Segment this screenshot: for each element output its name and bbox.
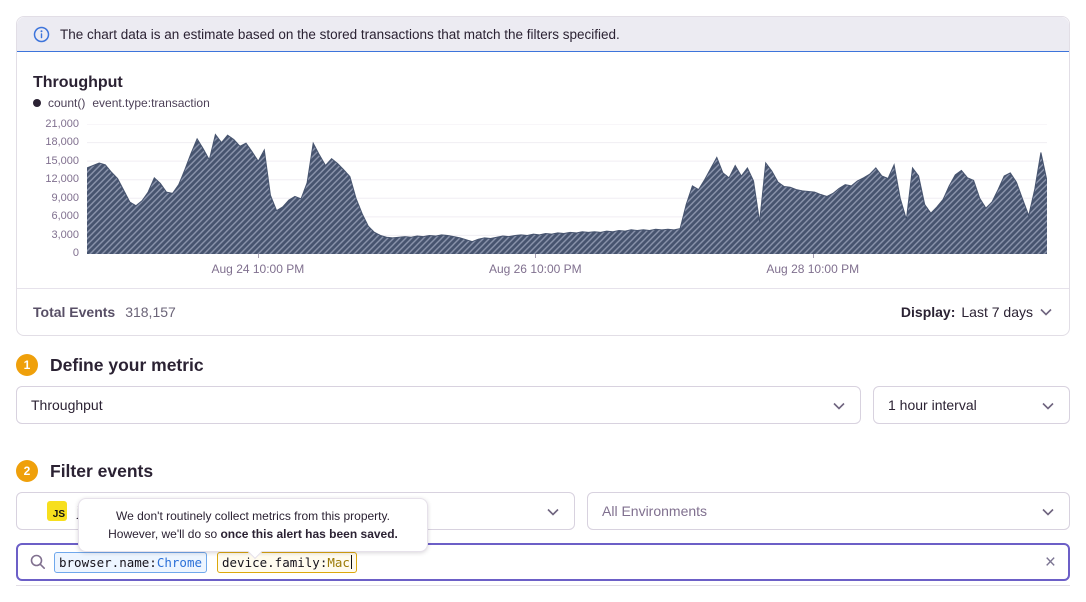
next-panel-edge [16, 585, 1070, 587]
x-tick-label: Aug 24 10:00 PM [211, 262, 305, 276]
tooltip-line-2: However, we'll do so [108, 527, 221, 541]
token-key: browser.name: [59, 554, 157, 570]
chevron-down-icon [1040, 308, 1052, 316]
chart-x-axis: Aug 24 10:00 PM Aug 26 10:00 PM Aug 28 10:… [87, 254, 1047, 282]
tooltip-line-1: We don't routinely collect metrics from … [116, 509, 390, 523]
total-events-label: Total Events [33, 304, 116, 320]
chevron-down-icon [1042, 402, 1054, 410]
filter-events-header: 2 Filter events [16, 460, 1070, 482]
legend-aggregate: count() [48, 96, 86, 110]
text-cursor [350, 555, 352, 569]
legend-query: event.type:transaction [92, 96, 210, 110]
metric-select-value: Throughput [31, 397, 103, 413]
clear-search-icon[interactable]: × [1044, 551, 1056, 573]
x-tick-mark [812, 254, 814, 258]
chart-footer: Total Events 318,157 Display: Last 7 day… [17, 288, 1069, 335]
y-tick-label: 15,000 [45, 154, 79, 167]
metric-row: Throughput 1 hour interval [16, 386, 1070, 424]
chart-area: 0 3,000 6,000 9,000 12,000 15,000 18,000 21,000 [33, 118, 1053, 282]
chart-title: Throughput [33, 74, 123, 91]
display-value: Last 7 days [961, 304, 1033, 320]
info-icon [33, 26, 50, 42]
token-value: Chrome [156, 554, 202, 570]
environment-select-value: All Environments [602, 503, 708, 519]
chart-section: Throughput count() event.type:transactio… [17, 52, 1069, 288]
define-metric-title: Define your metric [50, 354, 204, 375]
tooltip-line-2-bold: once this alert has been saved. [220, 527, 398, 541]
y-tick-label: 0 [72, 247, 79, 259]
metrics-property-tooltip: We don't routinely collect metrics from … [78, 498, 428, 560]
metric-select[interactable]: Throughput [16, 386, 861, 424]
display-label: Display: [900, 304, 956, 320]
total-events-value: 318,157 [125, 304, 176, 320]
step-1-badge: 1 [16, 354, 38, 376]
y-tick-label: 12,000 [45, 173, 79, 186]
estimate-info-banner: The chart data is an estimate based on t… [17, 17, 1069, 52]
define-metric-header: 1 Define your metric [16, 354, 1070, 376]
filter-search-input[interactable]: browser.name: Chrome device.family: Mac × [16, 543, 1070, 581]
search-icon [30, 554, 45, 569]
display-period-dropdown[interactable]: Display: Last 7 days [901, 304, 1053, 320]
chevron-down-icon [547, 508, 559, 516]
interval-select-value: 1 hour interval [888, 397, 977, 413]
y-tick-label: 6,000 [51, 210, 79, 223]
token-value: Mac [327, 554, 350, 570]
y-tick-label: 21,000 [45, 118, 79, 130]
x-tick-label: Aug 28 10:00 PM [766, 262, 860, 276]
javascript-platform-icon: JS [47, 501, 67, 521]
x-tick-label: Aug 26 10:00 PM [488, 262, 582, 276]
chevron-down-icon [833, 402, 845, 410]
y-tick-label: 3,000 [51, 228, 79, 241]
chart-legend: count() event.type:transaction [33, 96, 1053, 110]
interval-select[interactable]: 1 hour interval [873, 386, 1070, 424]
filter-events-title: Filter events [50, 460, 154, 481]
y-axis-labels: 0 3,000 6,000 9,000 12,000 15,000 18,000 21,000 [33, 118, 79, 259]
x-tick-mark [257, 254, 259, 258]
y-tick-label: 18,000 [45, 136, 79, 149]
environment-select[interactable]: All Environments [587, 492, 1070, 530]
filter-row: JS j All Environments We don't routinely… [16, 492, 1070, 560]
token-key: device.family: [222, 554, 328, 570]
y-tick-label: 9,000 [51, 191, 79, 204]
step-2-badge: 2 [16, 460, 38, 482]
chevron-down-icon [1042, 508, 1054, 516]
banner-text: The chart data is an estimate based on t… [60, 26, 620, 42]
legend-dot-icon [33, 99, 41, 107]
chart-panel: The chart data is an estimate based on t… [16, 16, 1070, 336]
chart-plot[interactable] [87, 124, 1047, 254]
filter-token-device-family[interactable]: device.family: Mac [217, 551, 357, 573]
filter-token-browser-name[interactable]: browser.name: Chrome [54, 551, 207, 573]
area-chart-svg [87, 124, 1047, 254]
x-tick-mark [535, 254, 537, 258]
